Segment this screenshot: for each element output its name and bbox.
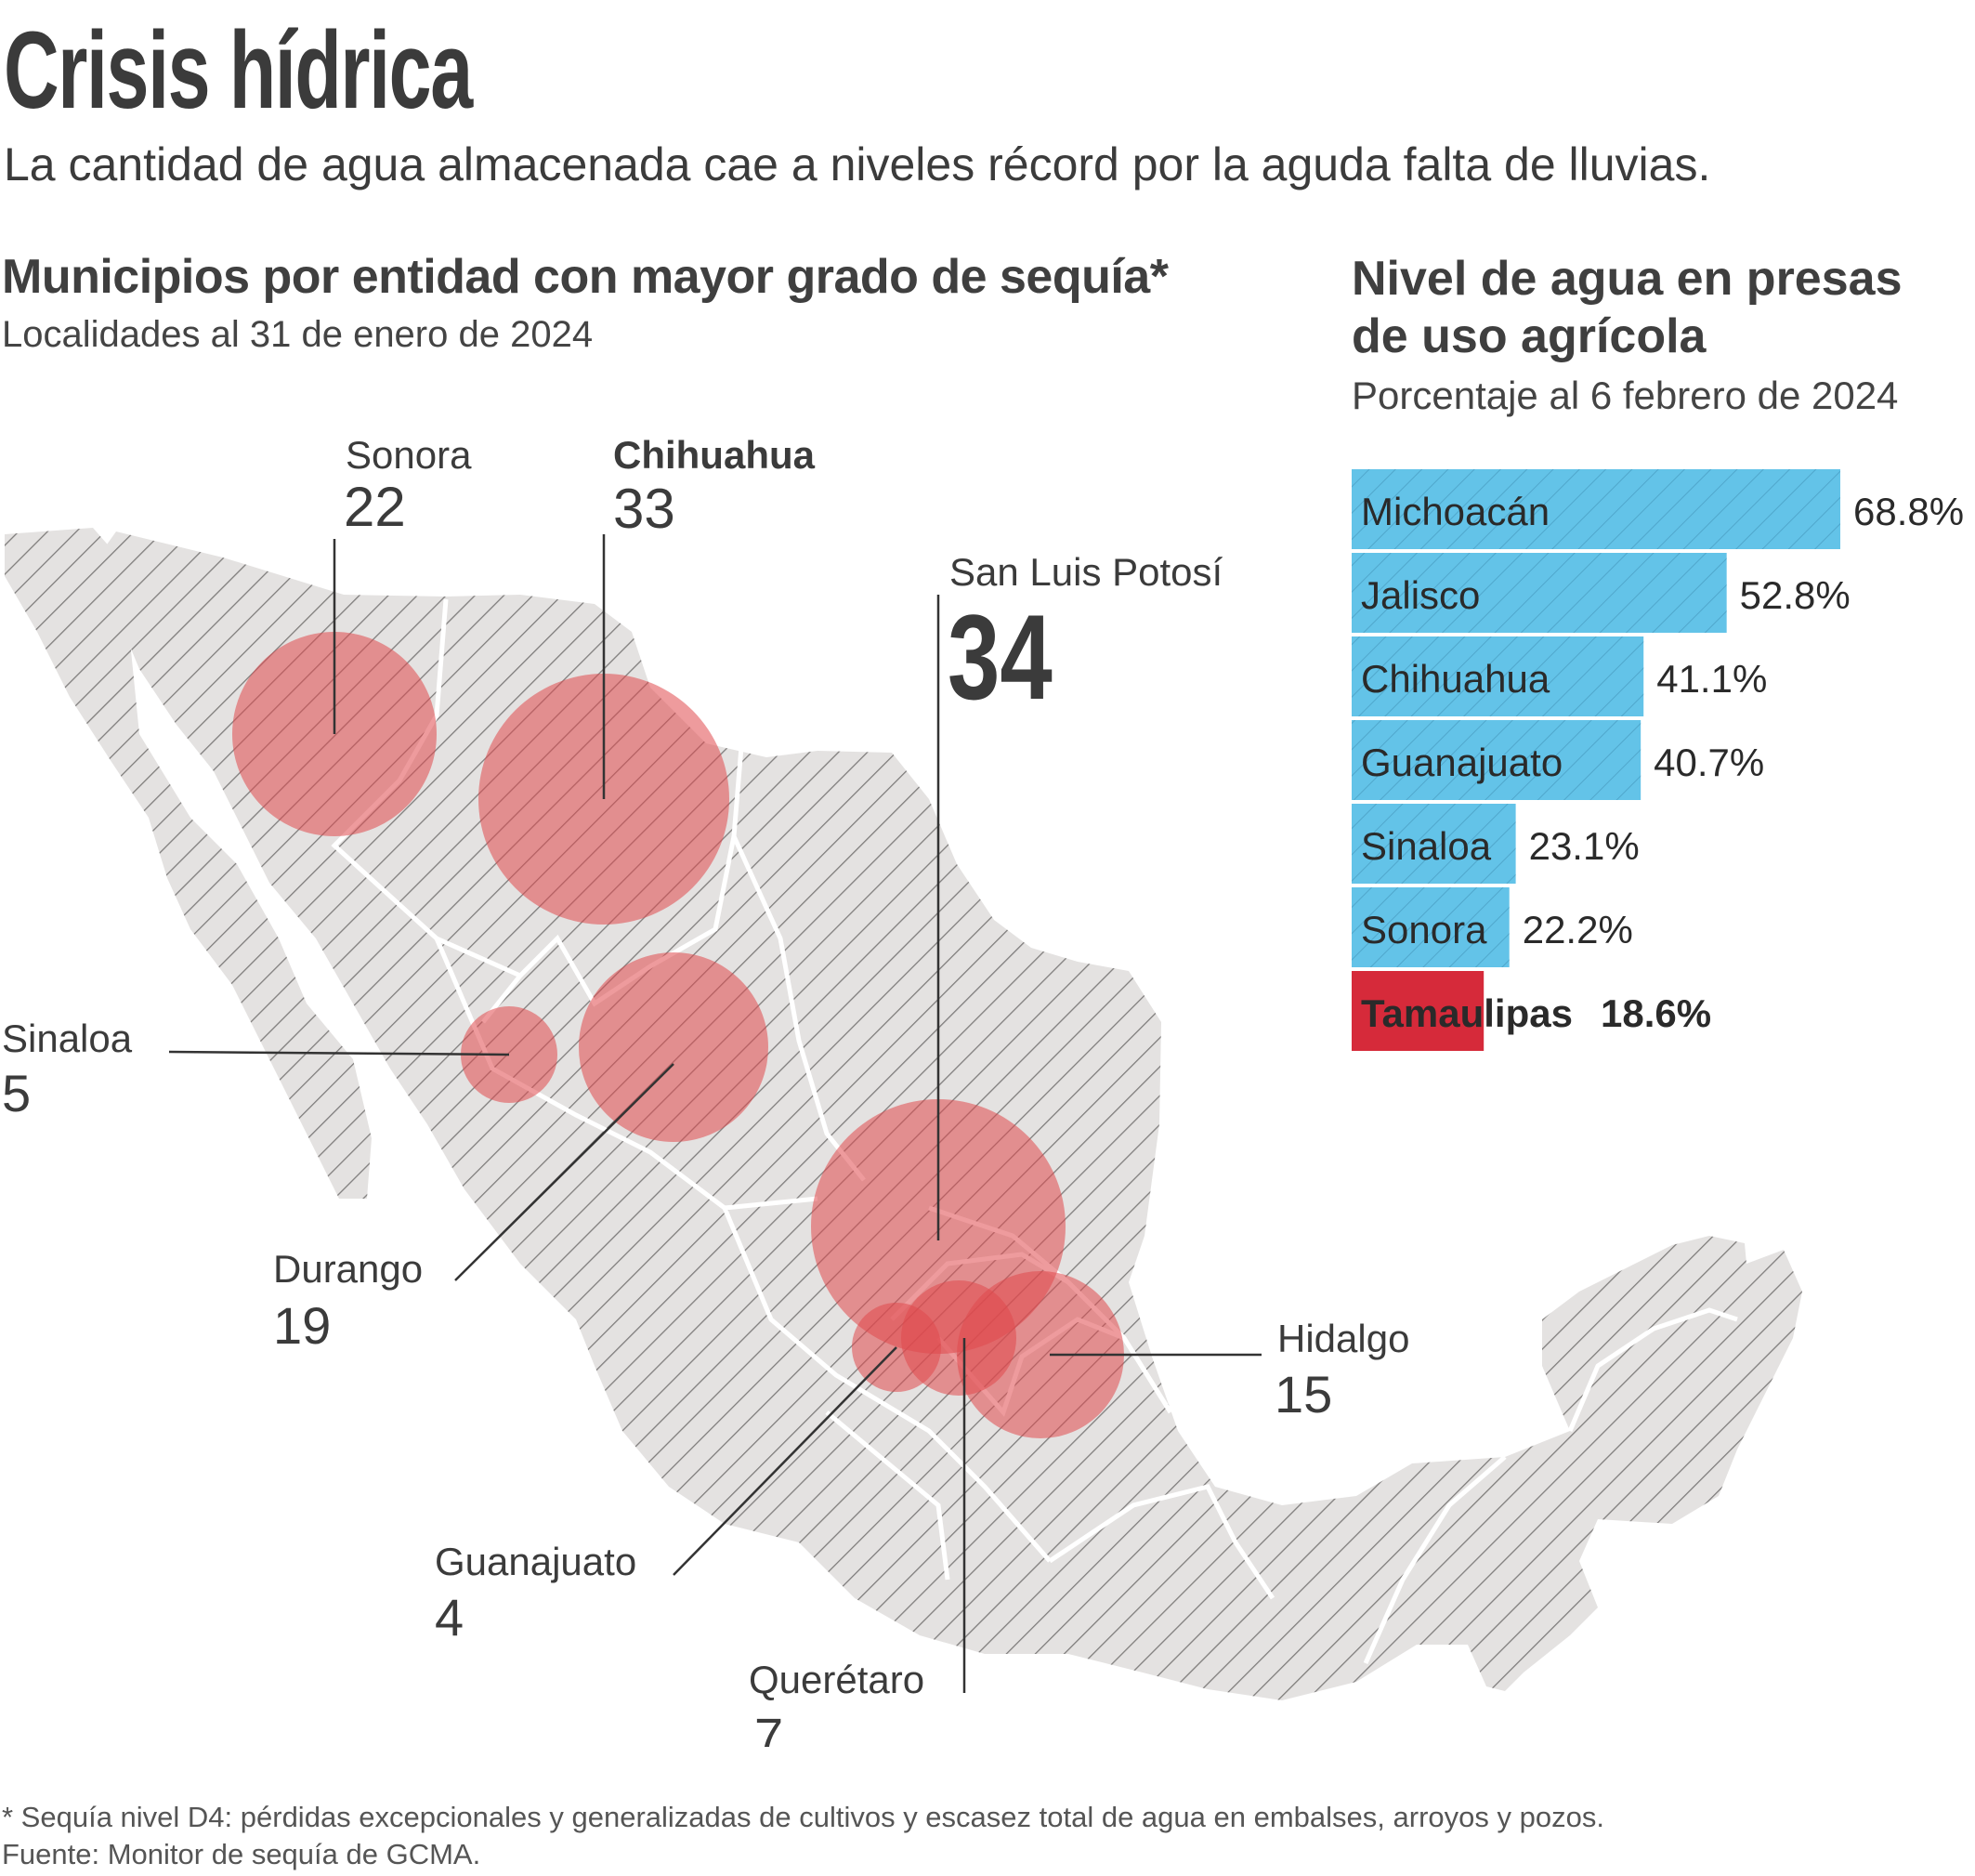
label-guanajuato-value: 4 [435, 1588, 464, 1646]
label-hidalgo-name: Hidalgo [1277, 1317, 1409, 1360]
label-sinaloa-name: Sinaloa [2, 1017, 133, 1060]
map-region-baja [5, 528, 372, 1199]
source-note: Fuente: Monitor de sequía de GCMA. [2, 1838, 481, 1870]
bar-hatch-jalisco [1352, 553, 1727, 633]
bar-label-guanajuato: Guanajuato [1361, 741, 1563, 784]
bar-group: Michoacán 68.8% Jalisco 52.8% Chihuahua 41.1%… [1352, 469, 1964, 1051]
map-chart-subtitle: Localidades al 31 de enero de 2024 [2, 314, 594, 355]
bar-label-tamaulipas: Tamaulipas [1361, 991, 1573, 1035]
label-chihuahua-name: Chihuahua [613, 433, 816, 477]
label-chihuahua-value: 33 [613, 478, 675, 540]
map-chart-title: Municipios por entidad con mayor grado d… [2, 250, 1169, 304]
label-durango-name: Durango [273, 1247, 423, 1291]
mexico-drought-map: Sonora 22 Chihuahua 33 San Luis Potosí 3… [2, 433, 1802, 1747]
label-slp-name: San Luis Potosí [949, 550, 1223, 594]
bar-chart-title-line2: de uso agrícola [1352, 309, 1707, 363]
label-queretaro-name: Querétaro [749, 1658, 924, 1701]
bar-chart-title-line1: Nivel de agua en presas [1352, 252, 1903, 306]
label-queretaro-value: 7 [754, 1707, 783, 1747]
bar-value-tamaulipas: 18.6% [1601, 991, 1711, 1035]
bar-chart-subtitle: Porcentaje al 6 febrero de 2024 [1352, 374, 1899, 417]
bar-label-jalisco: Jalisco [1361, 573, 1480, 617]
footnote: * Sequía nivel D4: pérdidas excepcionale… [2, 1801, 1604, 1833]
page-title: Crisis hídrica [4, 9, 473, 132]
bubble-durango [579, 952, 768, 1142]
bar-hatch-guanajuato [1352, 720, 1641, 800]
bar-value-sinaloa: 23.1% [1529, 824, 1640, 868]
bar-label-chihuahua: Chihuahua [1361, 657, 1550, 701]
bar-value-sonora: 22.2% [1523, 908, 1633, 951]
bar-value-jalisco: 52.8% [1740, 573, 1851, 617]
bar-label-sinaloa: Sinaloa [1361, 824, 1492, 868]
label-sonora-name: Sonora [346, 433, 472, 477]
bar-value-chihuahua: 41.1% [1656, 657, 1767, 701]
bubble-queretaro [901, 1280, 1016, 1396]
page-subtitle: La cantidad de agua almacenada cae a niv… [4, 138, 1711, 190]
bar-hatch-chihuahua [1352, 636, 1644, 716]
label-sonora-value: 22 [344, 476, 406, 538]
bar-hatch-sinaloa [1352, 804, 1516, 884]
dam-level-bar-chart: Michoacán 68.8% Jalisco 52.8% Chihuahua 41.1%… [1352, 469, 1964, 1051]
label-guanajuato-name: Guanajuato [435, 1540, 636, 1583]
bar-tamaulipas [1352, 971, 1485, 1051]
bar-value-guanajuato: 40.7% [1654, 741, 1764, 784]
leader-line-sinaloa [168, 1050, 510, 1056]
bar-hatch-sonora [1352, 887, 1510, 967]
bar-label-sonora: Sonora [1361, 908, 1487, 951]
label-slp-value: 34 [948, 589, 1053, 725]
leader-line-guanajuato [673, 1346, 897, 1576]
bar-hatch-michoacan [1352, 469, 1840, 549]
leader-lines [168, 534, 1262, 1693]
bar-label-michoacan: Michoacán [1361, 490, 1550, 533]
label-hidalgo-value: 15 [1275, 1365, 1332, 1423]
label-sinaloa-value: 5 [2, 1064, 31, 1122]
leader-line-durango [454, 1063, 674, 1281]
label-durango-value: 19 [273, 1296, 331, 1355]
bar-value-michoacan: 68.8% [1853, 490, 1964, 533]
